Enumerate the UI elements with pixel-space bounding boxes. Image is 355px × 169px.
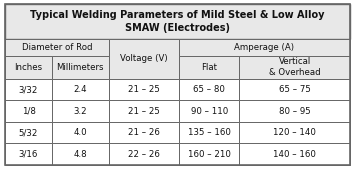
Bar [240, 100, 350, 122]
Bar [5, 143, 52, 165]
Text: Voltage (V): Voltage (V) [120, 54, 168, 63]
Bar [109, 100, 179, 122]
Bar [52, 56, 109, 79]
Text: 1/8: 1/8 [22, 107, 36, 116]
Bar [109, 39, 179, 79]
Text: Amperage (A): Amperage (A) [234, 43, 294, 52]
Text: 22 – 26: 22 – 26 [128, 150, 160, 159]
Bar [109, 143, 179, 165]
Text: 140 – 160: 140 – 160 [273, 150, 316, 159]
Text: Inches: Inches [15, 63, 43, 72]
Bar [52, 100, 109, 122]
Bar [240, 143, 350, 165]
Text: 3/32: 3/32 [19, 85, 38, 94]
Text: 120 – 140: 120 – 140 [273, 128, 316, 137]
Text: 3/16: 3/16 [19, 150, 38, 159]
Bar [179, 143, 240, 165]
Bar [5, 56, 52, 79]
Bar [240, 79, 350, 100]
Text: Typical Welding Parameters of Mild Steel & Low Alloy
SMAW (Electrodes): Typical Welding Parameters of Mild Steel… [30, 10, 325, 33]
Bar [5, 100, 52, 122]
Bar [179, 39, 350, 56]
Text: 21 – 25: 21 – 25 [128, 85, 160, 94]
Bar [240, 122, 350, 143]
Text: 160 – 210: 160 – 210 [188, 150, 231, 159]
Bar [52, 122, 109, 143]
Bar [240, 56, 350, 79]
Text: 65 – 80: 65 – 80 [193, 85, 225, 94]
Text: Millimeters: Millimeters [56, 63, 104, 72]
Text: 65 – 75: 65 – 75 [279, 85, 311, 94]
Bar [109, 79, 179, 100]
Text: 2.4: 2.4 [73, 85, 87, 94]
Bar [52, 79, 109, 100]
Text: 135 – 160: 135 – 160 [188, 128, 231, 137]
Bar [179, 56, 240, 79]
Text: 5/32: 5/32 [19, 128, 38, 137]
Text: Diameter of Rod: Diameter of Rod [22, 43, 92, 52]
Text: 21 – 26: 21 – 26 [128, 128, 160, 137]
Bar [52, 143, 109, 165]
Bar [179, 100, 240, 122]
Bar [5, 122, 52, 143]
Text: 4.8: 4.8 [73, 150, 87, 159]
Bar [179, 79, 240, 100]
Bar [5, 79, 52, 100]
Text: 80 – 95: 80 – 95 [279, 107, 311, 116]
Text: Vertical
& Overhead: Vertical & Overhead [269, 57, 321, 77]
Text: Flat: Flat [201, 63, 217, 72]
Bar [5, 4, 350, 39]
Bar [179, 122, 240, 143]
Bar [5, 39, 109, 56]
Bar [109, 122, 179, 143]
Text: 4.0: 4.0 [73, 128, 87, 137]
Text: 21 – 25: 21 – 25 [128, 107, 160, 116]
Text: 3.2: 3.2 [73, 107, 87, 116]
Text: 90 – 110: 90 – 110 [191, 107, 228, 116]
